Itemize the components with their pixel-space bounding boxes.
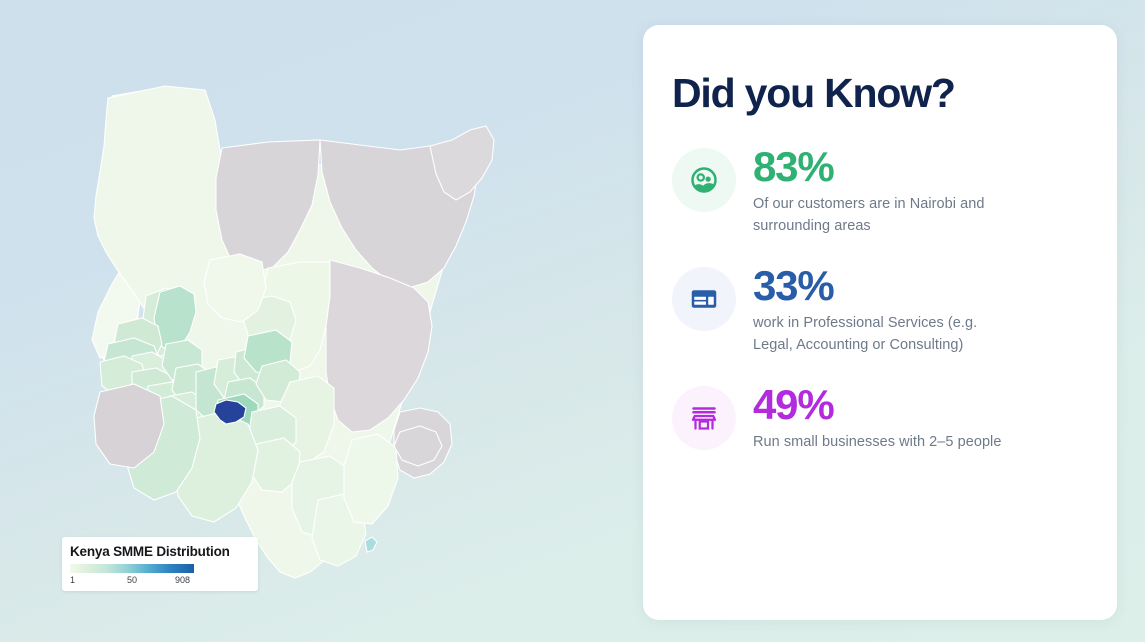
county-narok-grey — [93, 383, 165, 469]
did-you-know-card: Did you Know? 83% Of our customers are i… — [643, 25, 1117, 620]
page-title: Did you Know? — [672, 70, 956, 116]
legend-tick-max: 908 — [175, 575, 191, 585]
storefront-icon-wrapper — [672, 386, 736, 450]
storefront-icon — [691, 407, 717, 430]
stat-value: 33% — [753, 262, 835, 309]
county-marsabit-nodata — [215, 139, 321, 273]
county-garissa-nodata — [325, 259, 433, 433]
county-kilifi — [343, 433, 399, 525]
county-nairobi-highlight — [213, 399, 247, 425]
people-circle-icon-wrapper — [672, 148, 736, 212]
legend-tick-mid: 50 — [127, 575, 138, 585]
stat-description: Run small businesses with 2–5 people — [753, 434, 1002, 450]
legend-tick-min: 1 — [70, 575, 76, 585]
people-circle-icon — [691, 167, 717, 193]
legend-title: Kenya SMME Distribution — [70, 544, 230, 559]
stat-description: work in Professional Services (e.g. Lega… — [753, 315, 978, 353]
coastline-detail — [393, 425, 443, 467]
kenya-choropleth-map[interactable]: Kenya SMME Distribution 1 50 908 — [0, 0, 620, 642]
stat-item-professional-services: 33% work in Professional Services (e.g. … — [672, 263, 1079, 356]
county-samburu — [203, 253, 267, 323]
county-lamu — [364, 536, 378, 553]
stat-item-customers-nairobi: 83% Of our customers are in Nairobi and … — [672, 144, 1079, 237]
stat-value: 49% — [753, 381, 835, 428]
stat-description: Of our customers are in Nairobi and surr… — [753, 196, 985, 234]
stat-item-small-business-size: 49% Run small businesses with 2–5 people — [672, 382, 1079, 453]
stat-value: 83% — [753, 143, 835, 190]
map-legend: Kenya SMME Distribution 1 50 908 — [62, 537, 258, 591]
legend-color-ramp — [70, 564, 194, 573]
stat-body: 33% work in Professional Services (e.g. … — [753, 263, 1003, 356]
legend-tick-labels: 1 50 908 — [70, 574, 194, 586]
stat-body: 83% Of our customers are in Nairobi and … — [753, 144, 1003, 237]
briefcase-layout-icon — [691, 290, 717, 308]
stat-body: 49% Run small businesses with 2–5 people — [753, 382, 1001, 453]
county-mandera-nodata — [429, 125, 495, 201]
briefcase-layout-icon-wrapper — [672, 267, 736, 331]
stat-list: 83% Of our customers are in Nairobi and … — [672, 144, 1079, 453]
map-svg — [91, 85, 495, 579]
